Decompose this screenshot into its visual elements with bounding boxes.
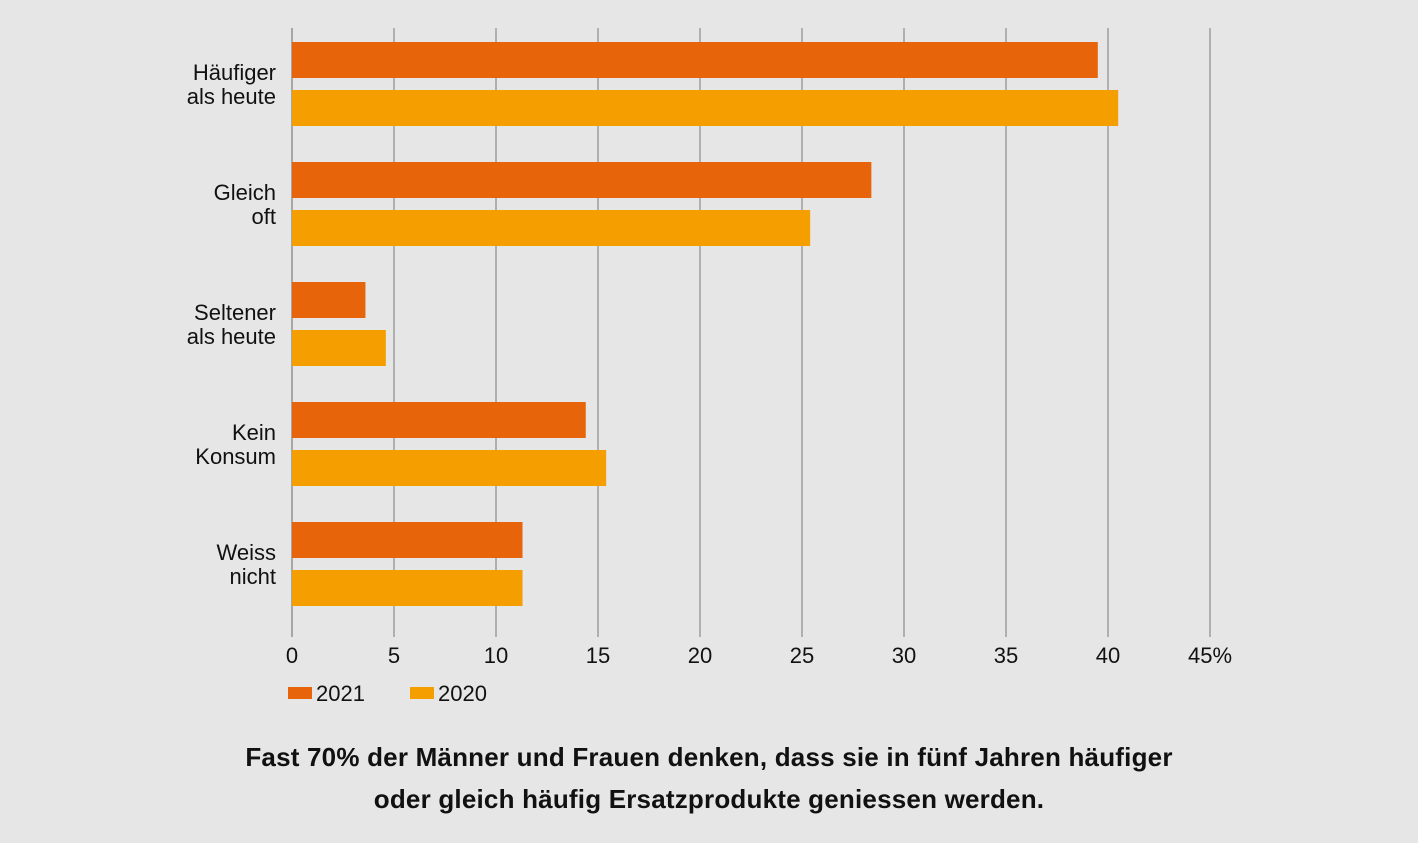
grid-lines (291, 28, 1211, 637)
x-tick-label: 25 (790, 643, 814, 668)
caption-line-2: oder gleich häufig Ersatzprodukte genies… (373, 784, 1045, 814)
legend: 2021 2020 (288, 681, 487, 706)
category-label: Häufiger (193, 60, 276, 85)
bar-2020 (292, 450, 607, 486)
category-label: oft (252, 204, 276, 229)
bar-2020 (292, 570, 523, 606)
category-label: Weiss (217, 540, 277, 565)
bar-2021 (292, 402, 586, 438)
legend-swatch-2021 (288, 687, 312, 699)
x-tick-label: 30 (892, 643, 916, 668)
bar-2021 (292, 522, 523, 558)
category-label: als heute (187, 84, 276, 109)
legend-label-2021: 2021 (316, 681, 365, 706)
legend-swatch-2020 (410, 687, 434, 699)
bar-2020 (292, 330, 386, 366)
category-label: Gleich (214, 180, 276, 205)
x-tick-label: 0 (286, 643, 298, 668)
x-tick-label: 20 (688, 643, 712, 668)
chart-caption: Fast 70% der Männer und Frauen denken, d… (0, 736, 1418, 820)
x-tick-label: 45% (1188, 643, 1232, 668)
bars (292, 42, 1119, 606)
category-label: als heute (187, 324, 276, 349)
caption-line-1: Fast 70% der Männer und Frauen denken, d… (245, 742, 1173, 772)
category-label: nicht (230, 564, 276, 589)
category-label: Konsum (195, 444, 276, 469)
bar-2020 (292, 90, 1119, 126)
category-label: Kein (232, 420, 276, 445)
x-tick-label: 5 (388, 643, 400, 668)
bar-2020 (292, 210, 811, 246)
x-tick-labels: 0 5 10 15 20 25 30 35 40 45% (286, 643, 1232, 668)
x-tick-label: 40 (1096, 643, 1120, 668)
x-tick-label: 35 (994, 643, 1018, 668)
legend-label-2020: 2020 (438, 681, 487, 706)
bar-2021 (292, 42, 1098, 78)
category-label: Seltener (194, 300, 276, 325)
bar-2021 (292, 162, 872, 198)
x-tick-label: 10 (484, 643, 508, 668)
bar-2021 (292, 282, 366, 318)
x-tick-label: 15 (586, 643, 610, 668)
